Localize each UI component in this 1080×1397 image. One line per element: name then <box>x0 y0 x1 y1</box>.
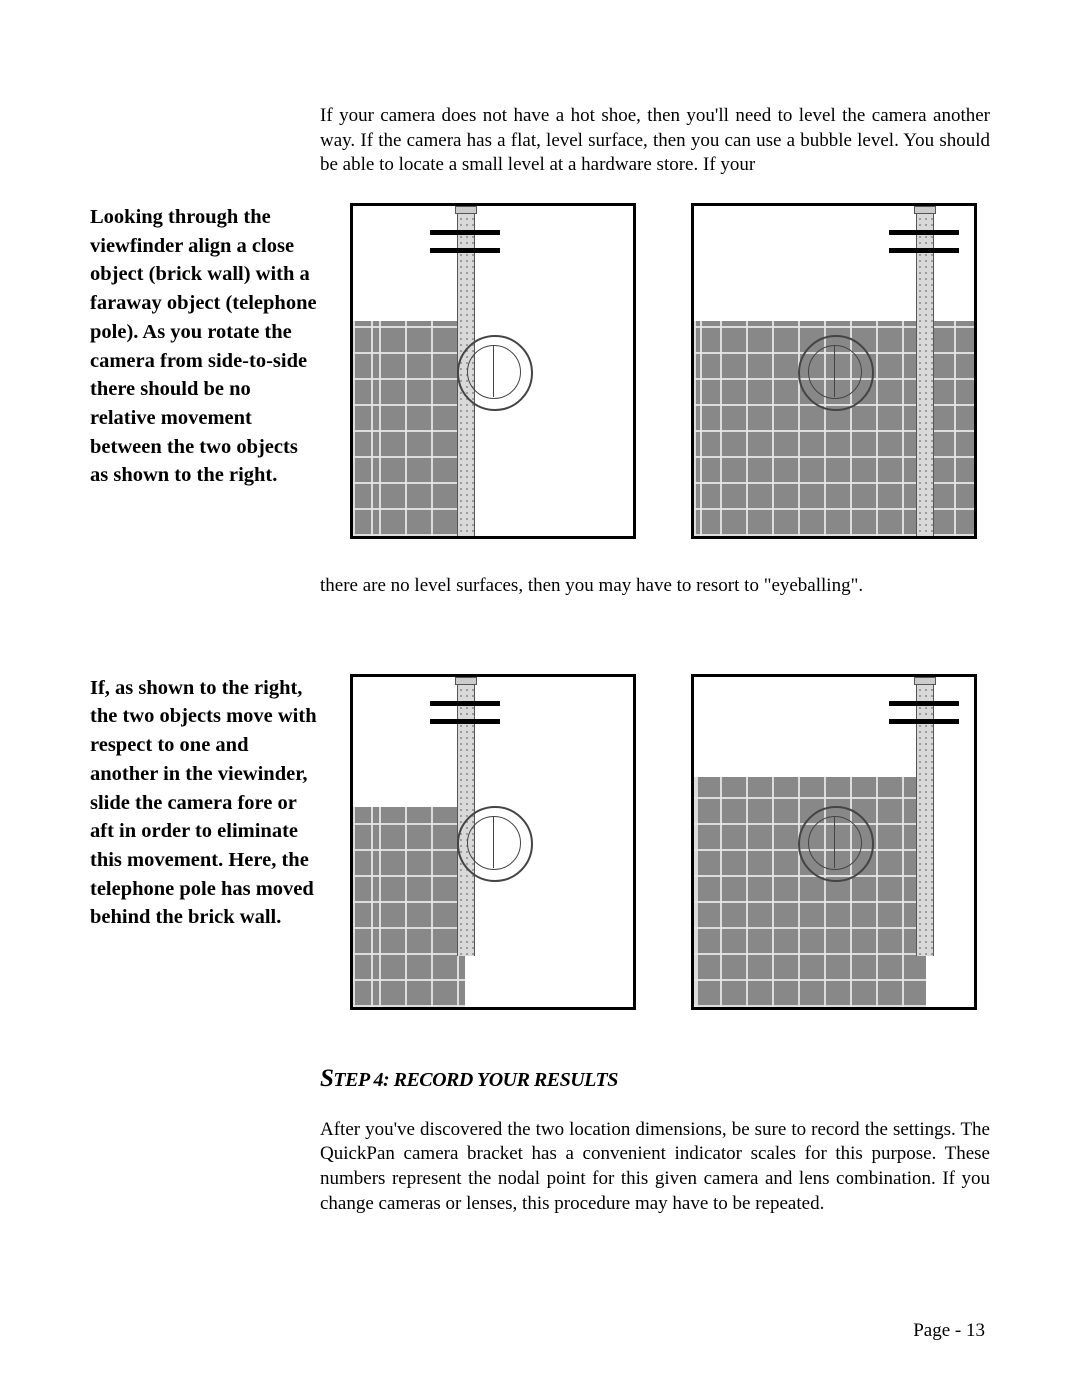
figure-1-right <box>691 203 977 539</box>
continuation-paragraph: there are no level surfaces, then you ma… <box>320 574 990 599</box>
step-4-heading: STEP 4: RECORD YOUR RESULTS <box>320 1065 990 1093</box>
figure-section-1: Looking through the viewfinder align a c… <box>90 203 990 539</box>
figure-1-left <box>350 203 636 539</box>
intro-paragraph: If your camera does not have a hot shoe,… <box>320 104 990 178</box>
step-4-body: After you've discovered the two location… <box>320 1118 990 1217</box>
figure-section-2: If, as shown to the right, the two objec… <box>90 674 990 1010</box>
figure-2-left <box>350 674 636 1010</box>
figure-pair-1 <box>350 203 990 539</box>
caption-1: Looking through the viewfinder align a c… <box>90 203 320 490</box>
document-page: If your camera does not have a hot shoe,… <box>0 0 1080 1397</box>
page-number: Page - 13 <box>913 1320 985 1342</box>
figure-pair-2 <box>350 674 990 1010</box>
heading-smallcaps: TEP 4: RECORD YOUR RESULTS <box>333 1069 617 1091</box>
caption-2: If, as shown to the right, the two objec… <box>90 674 320 932</box>
heading-dropcap: S <box>320 1065 333 1092</box>
figure-2-right <box>691 674 977 1010</box>
